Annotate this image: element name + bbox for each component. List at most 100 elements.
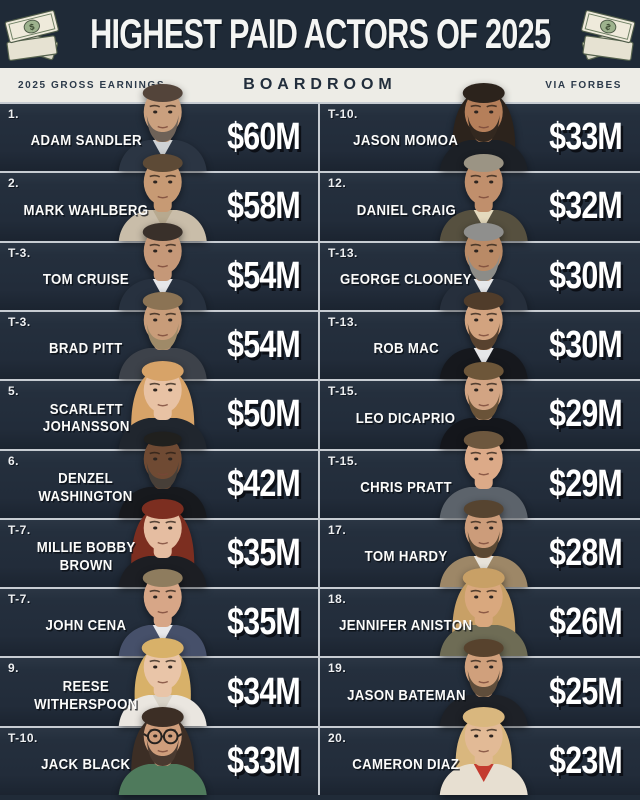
ranking-cell: T-7. MILLIE BOBBY BROWN $35M bbox=[0, 499, 320, 588]
subheader-band: 2025 GROSS EARNINGS BOARDROOM VIA FORBES bbox=[0, 68, 640, 102]
ranking-cell: T-3. TOM CRUISE $54M bbox=[0, 222, 320, 310]
actor-name-zone: JACK BLACK bbox=[0, 728, 172, 795]
actor-name-zone: MARK WAHLBERG bbox=[0, 173, 172, 240]
svg-text:$: $ bbox=[28, 21, 35, 32]
rank-label: T-7. bbox=[8, 522, 31, 537]
rank-label: T-10. bbox=[8, 730, 38, 745]
rank-label: T-7. bbox=[8, 592, 31, 607]
actor-name-zone: TOM CRUISE bbox=[0, 243, 172, 310]
earnings-amount: $33M bbox=[549, 116, 624, 159]
actor-name: ADAM SANDLER bbox=[30, 132, 142, 150]
earnings-amount-zone: $54M bbox=[210, 243, 318, 310]
brand-label: BOARDROOM bbox=[243, 76, 397, 93]
ranking-cell: 12. DANIEL CRAIG $32M bbox=[320, 153, 640, 241]
earnings-amount: $34M bbox=[227, 670, 302, 713]
earnings-amount: $50M bbox=[227, 393, 302, 436]
earnings-amount: $28M bbox=[549, 531, 624, 574]
earnings-amount: $33M bbox=[227, 739, 302, 782]
actor-name-zone: CHRIS PRATT bbox=[320, 451, 492, 518]
source-label: VIA FORBES bbox=[545, 79, 622, 91]
actor-name-zone: TOM HARDY bbox=[320, 520, 492, 587]
rank-label: 20. bbox=[328, 730, 347, 745]
actor-name-zone: JENNIFER ANISTON bbox=[320, 589, 492, 656]
earnings-amount-zone: $58M bbox=[210, 173, 318, 240]
actor-name-zone: REESE WITHERSPOON bbox=[0, 658, 172, 725]
actor-avatar bbox=[422, 634, 546, 726]
actor-name: CHRIS PRATT bbox=[360, 478, 452, 496]
earnings-amount: $23M bbox=[549, 739, 624, 782]
ranking-cell: 19. JASON BATEMAN $25M bbox=[320, 638, 640, 726]
actor-name: ROB MAC bbox=[373, 340, 439, 358]
rank-label: 17. bbox=[328, 522, 347, 537]
money-stack-icon: $ bbox=[4, 6, 62, 67]
ranking-grid: 1. ADAM SANDLER $60M 2. MARK WAHLBERG $58M T-3… bbox=[0, 83, 640, 795]
actor-name: JASON BATEMAN bbox=[346, 686, 466, 704]
actor-name-zone: BRAD PITT bbox=[0, 312, 172, 379]
earnings-amount-zone: $33M bbox=[210, 728, 318, 795]
earnings-amount-zone: $30M bbox=[532, 312, 640, 379]
actor-avatar bbox=[422, 564, 546, 657]
earnings-amount-zone: $34M bbox=[210, 658, 318, 725]
earnings-amount: $29M bbox=[549, 393, 624, 436]
rank-label: 12. bbox=[328, 176, 347, 191]
header-band: $ HIGHEST PAID ACTORS OF 2025 $ bbox=[0, 0, 640, 68]
earnings-amount-zone: $30M bbox=[532, 243, 640, 310]
actor-avatar bbox=[101, 703, 225, 795]
earnings-amount: $58M bbox=[227, 185, 302, 228]
ranking-cell: 1. ADAM SANDLER $60M bbox=[0, 84, 320, 172]
earnings-amount: $35M bbox=[227, 531, 302, 574]
rank-label: 1. bbox=[8, 107, 20, 121]
actor-avatar bbox=[422, 79, 546, 172]
earnings-amount-zone: $29M bbox=[532, 451, 640, 518]
actor-name-zone: JASON BATEMAN bbox=[320, 658, 492, 725]
earnings-amount-zone: $50M bbox=[210, 381, 318, 448]
actor-name-zone: CAMERON DIAZ bbox=[320, 728, 492, 795]
ranking-cell: T-13. GEORGE CLOONEY $30M bbox=[320, 222, 640, 310]
rank-label: T-15. bbox=[328, 384, 358, 399]
actor-name-zone: ADAM SANDLER bbox=[0, 104, 172, 171]
earnings-amount: $60M bbox=[227, 116, 302, 159]
actor-name: MARK WAHLBERG bbox=[23, 201, 149, 219]
earnings-amount: $29M bbox=[549, 462, 624, 505]
actor-avatar bbox=[422, 495, 546, 588]
earnings-amount: $30M bbox=[549, 254, 624, 297]
rank-label: 2. bbox=[8, 176, 20, 191]
ranking-cell: 6. DENZEL WASHINGTON $42M bbox=[0, 431, 320, 518]
earnings-amount: $26M bbox=[549, 601, 624, 644]
earnings-amount-zone: $29M bbox=[532, 381, 640, 448]
earnings-amount-zone: $35M bbox=[210, 520, 318, 587]
ranking-cell: T-15. LEO DICAPRIO $29M bbox=[320, 361, 640, 449]
rank-label: T-13. bbox=[328, 245, 358, 260]
rank-label: T-13. bbox=[328, 314, 358, 329]
svg-text:$: $ bbox=[604, 21, 611, 32]
actor-avatar bbox=[101, 495, 225, 588]
earnings-amount-zone: $33M bbox=[532, 104, 640, 171]
rank-label: T-10. bbox=[328, 107, 358, 121]
ranking-cell: T-15. CHRIS PRATT $29M bbox=[320, 430, 640, 518]
earnings-amount-zone: $35M bbox=[210, 589, 318, 656]
earnings-amount: $35M bbox=[227, 601, 302, 644]
ranking-cell: T-13. ROB MAC $30M bbox=[320, 292, 640, 380]
ranking-cell: 18. JENNIFER ANISTON $26M bbox=[320, 568, 640, 657]
actor-name-zone: DANIEL CRAIG bbox=[320, 173, 492, 240]
earnings-amount: $32M bbox=[549, 185, 624, 228]
rank-label: 9. bbox=[8, 661, 20, 676]
earnings-amount-zone: $25M bbox=[532, 658, 640, 725]
actor-name: LEO DICAPRIO bbox=[356, 409, 456, 427]
actor-name: TOM HARDY bbox=[364, 548, 448, 566]
actor-name: JACK BLACK bbox=[41, 756, 131, 773]
actor-name: CAMERON DIAZ bbox=[352, 756, 460, 773]
ranking-cell: 17. TOM HARDY $28M bbox=[320, 500, 640, 588]
ranking-cell: 2. MARK WAHLBERG $58M bbox=[0, 153, 320, 241]
actor-name: DENZEL WASHINGTON bbox=[38, 469, 134, 505]
actor-name: SCARLETT JOHANSSON bbox=[42, 400, 130, 436]
actor-name-zone: LEO DICAPRIO bbox=[320, 381, 492, 448]
actor-name: DANIEL CRAIG bbox=[356, 201, 456, 219]
money-stack-icon: $ bbox=[578, 6, 636, 67]
actor-avatar bbox=[101, 357, 225, 449]
earnings-amount-zone: $28M bbox=[532, 520, 640, 587]
actor-name: GEORGE CLOONEY bbox=[340, 270, 472, 288]
actor-name-zone: DENZEL WASHINGTON bbox=[0, 451, 172, 518]
actor-name: JENNIFER ANISTON bbox=[339, 617, 473, 635]
